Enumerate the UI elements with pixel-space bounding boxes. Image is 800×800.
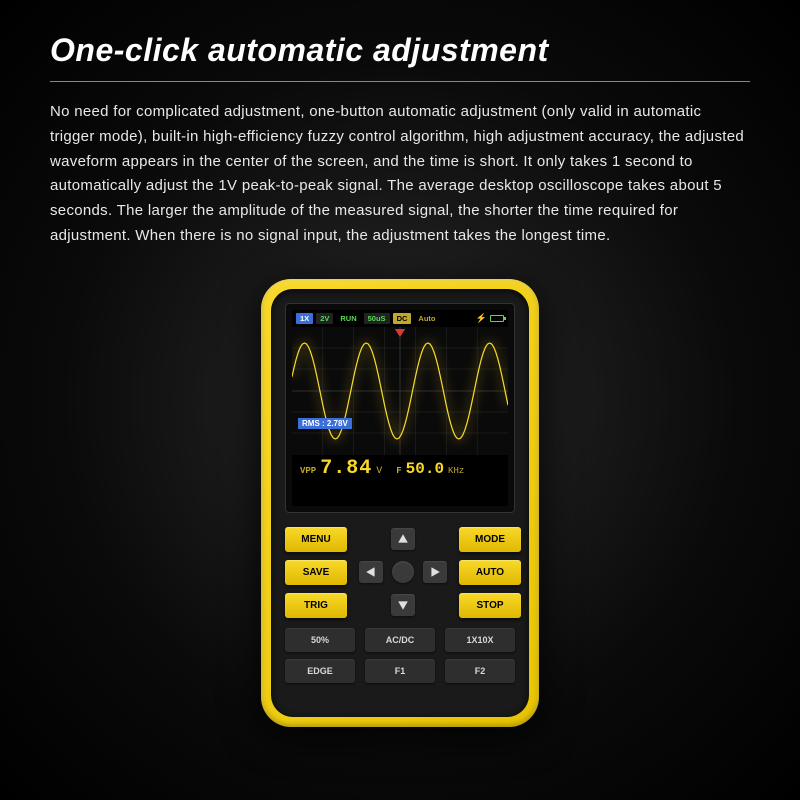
timediv-badge: 50uS (364, 313, 390, 324)
voltdiv-badge: 2V (316, 313, 333, 324)
save-button[interactable]: SAVE (285, 560, 347, 585)
f1-button[interactable]: F1 (365, 659, 435, 683)
vpp-label: VPP (300, 466, 316, 476)
probe-badge: 1X (296, 313, 313, 324)
vpp-unit: V (376, 466, 382, 477)
menu-button[interactable]: MENU (285, 527, 347, 552)
trig-button[interactable]: TRIG (285, 593, 347, 618)
freq-unit: KHz (448, 466, 464, 476)
dpad (359, 528, 447, 616)
mode-button[interactable]: MODE (459, 527, 521, 552)
trigger-badge: Auto (414, 313, 439, 324)
page-title: One-click automatic adjustment (50, 32, 750, 82)
dpad-left-button[interactable] (359, 561, 383, 583)
battery-icon (490, 315, 504, 322)
status-bar: 1X 2V RUN 50uS DC Auto ⚡ (292, 310, 508, 327)
flash-icon: ⚡ (476, 313, 487, 324)
oscilloscope-screen: 1X 2V RUN 50uS DC Auto ⚡ (292, 310, 508, 506)
dpad-center-button[interactable] (392, 561, 414, 583)
waveform-area: RMS : 2.78V (292, 327, 508, 455)
oscilloscope-device: 1X 2V RUN 50uS DC Auto ⚡ (261, 279, 539, 727)
screen-bezel: 1X 2V RUN 50uS DC Auto ⚡ (285, 303, 515, 513)
dpad-right-button[interactable] (423, 561, 447, 583)
stop-button[interactable]: STOP (459, 593, 521, 618)
edge-button[interactable]: EDGE (285, 659, 355, 683)
vpp-value: 7.84 (320, 457, 372, 480)
run-badge: RUN (336, 313, 360, 324)
dpad-up-button[interactable] (391, 528, 415, 550)
dpad-down-button[interactable] (391, 594, 415, 616)
acdc-button[interactable]: AC/DC (365, 628, 435, 652)
freq-label: F (396, 466, 401, 476)
coupling-badge: DC (393, 313, 412, 324)
probe-scale-button[interactable]: 1X10X (445, 628, 515, 652)
f2-button[interactable]: F2 (445, 659, 515, 683)
fifty-percent-button[interactable]: 50% (285, 628, 355, 652)
description-text: No need for complicated adjustment, one-… (50, 100, 750, 249)
measurement-bar: VPP 7.84 V F 50.0 KHz (292, 455, 508, 482)
freq-value: 50.0 (406, 460, 444, 478)
auto-button[interactable]: AUTO (459, 560, 521, 585)
rms-label: RMS : 2.78V (298, 418, 352, 429)
